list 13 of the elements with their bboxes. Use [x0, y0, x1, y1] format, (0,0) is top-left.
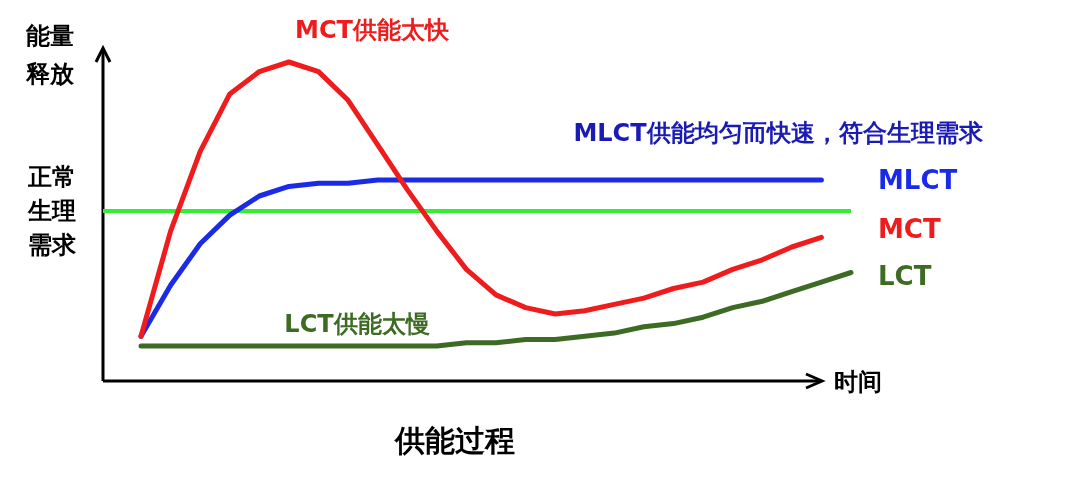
xlabel: 时间	[834, 368, 882, 396]
annotation: LCT供能太慢	[284, 310, 430, 338]
ylabel: 能量	[26, 22, 74, 50]
series-label: LCT	[878, 260, 932, 291]
annotation: MCT供能太快	[295, 16, 449, 44]
series-label: MLCT	[878, 165, 958, 196]
title: 供能过程	[395, 422, 515, 458]
series-label: MCT	[878, 214, 941, 245]
ref-label: 正常	[28, 162, 76, 191]
ylabel: 释放	[26, 60, 74, 88]
ref-label: 生理	[28, 196, 76, 225]
annotation: MLCT供能均匀而快速，符合生理需求	[573, 119, 983, 147]
ref-label: 需求	[28, 230, 76, 259]
